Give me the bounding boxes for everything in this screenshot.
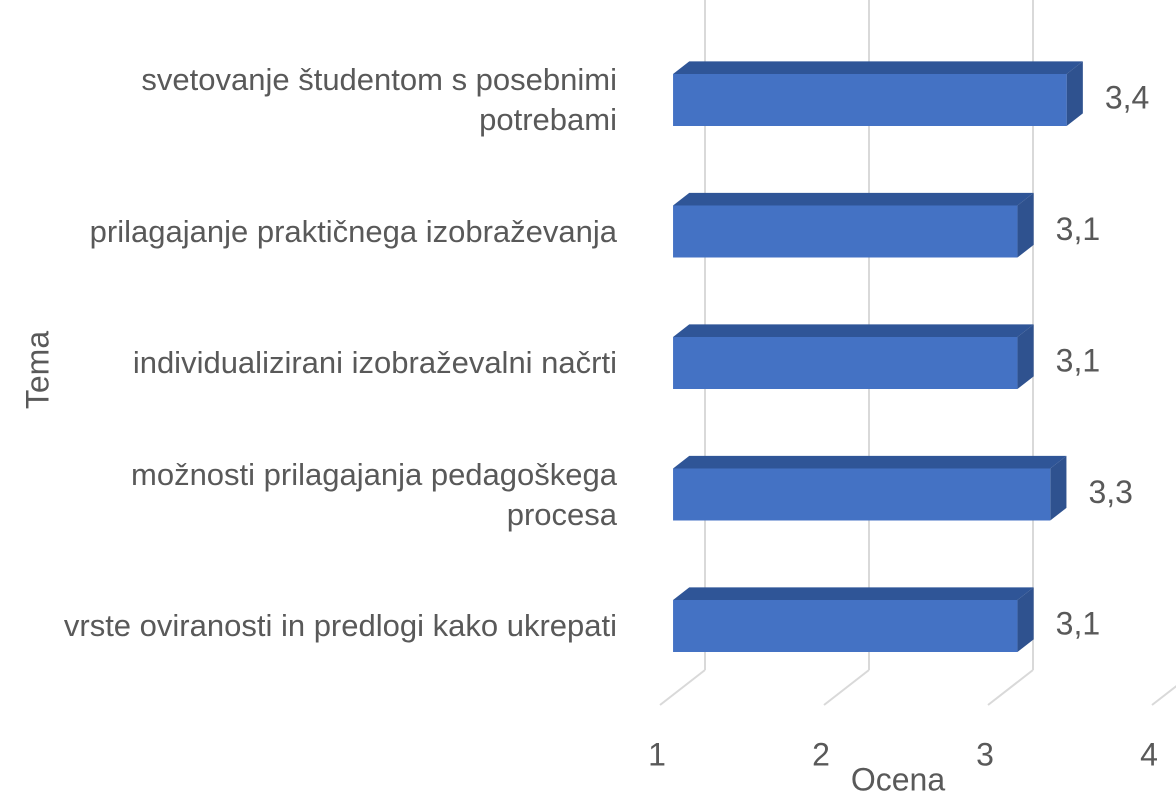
x-axis-title: Ocena	[851, 761, 945, 797]
y-tick-label: možnosti prilagajanja pedagoškega proces…	[131, 456, 617, 532]
bar	[673, 205, 1018, 258]
bar-side	[1017, 324, 1034, 389]
y-tick-label: vrste oviranosti in predlogi kako ukrepa…	[63, 608, 617, 643]
data-label: 3,1	[1056, 211, 1100, 247]
bar-top	[673, 324, 1034, 337]
bar	[673, 337, 1018, 389]
bar-side	[1066, 61, 1083, 126]
data-label: 3,3	[1088, 474, 1132, 510]
bar-top	[673, 192, 1034, 206]
bar-top	[673, 587, 1034, 600]
data-label: 3,4	[1105, 79, 1149, 115]
data-label: 3,1	[1056, 605, 1100, 641]
floor-line	[1151, 685, 1176, 706]
y-tick-label: individualizirani izobraževalni načrti	[132, 345, 617, 380]
bar	[673, 468, 1051, 521]
y-axis-title: Tema	[19, 331, 55, 409]
bar-side	[1017, 587, 1034, 652]
y-tick-label: svetovanje študentom s posebnimi potreba…	[141, 62, 617, 137]
bar-side	[1017, 192, 1034, 258]
y-tick-label: prilagajanje praktičnega izobraževanja	[89, 213, 617, 249]
x-tick-label: 2	[812, 736, 830, 772]
data-label: 3,1	[1056, 342, 1100, 378]
floor-line	[823, 669, 870, 706]
bar	[673, 600, 1018, 652]
x-tick-label: 4	[1140, 736, 1158, 772]
x-tick-label: 1	[648, 736, 666, 772]
floor-line	[659, 669, 706, 706]
bar	[673, 74, 1067, 126]
floor-line	[987, 669, 1034, 706]
x-tick-label: 3	[976, 736, 994, 772]
bar-side	[1050, 455, 1067, 521]
bar-top	[673, 455, 1067, 469]
bar-top	[673, 61, 1083, 74]
